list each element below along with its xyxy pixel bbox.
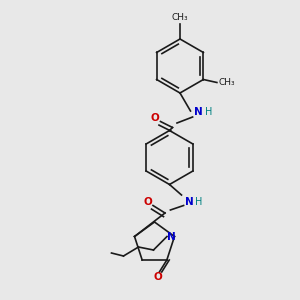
Text: H: H [195, 197, 203, 208]
Text: CH₃: CH₃ [172, 14, 188, 22]
Text: O: O [154, 272, 162, 282]
Text: O: O [143, 197, 152, 207]
Text: H: H [205, 107, 212, 118]
Text: N: N [184, 197, 194, 208]
Text: O: O [151, 113, 160, 124]
Text: N: N [194, 107, 202, 118]
Text: N: N [167, 232, 176, 242]
Text: CH₃: CH₃ [218, 78, 235, 87]
